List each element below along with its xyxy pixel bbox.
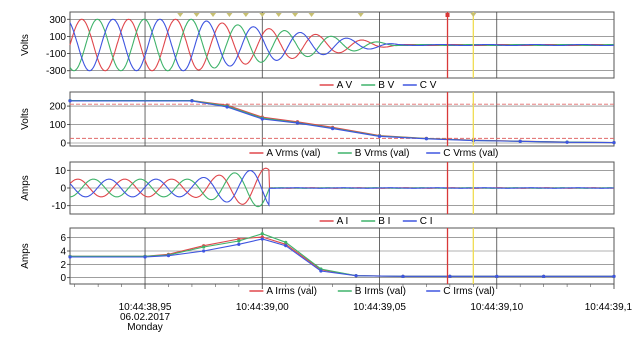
x-tick-label: 10:44:39,00 <box>236 302 289 313</box>
panel-1-ytick: 100 <box>49 32 66 43</box>
panel-4-ytick: 6 <box>60 233 66 244</box>
panel-2-ytick: 200 <box>49 102 66 113</box>
panel-2-point-c <box>295 121 300 125</box>
panel-2-point-c <box>190 99 194 103</box>
panel-1-ylabel: Volts <box>20 34 31 56</box>
legend-layer: A V B V C V A Vrms (val) B Vrms (val) C Vrms … <box>249 80 498 297</box>
panel-4-point-c <box>284 244 288 248</box>
panel-1-legend-label: A V <box>337 80 353 91</box>
panel-2-point-c <box>424 137 429 141</box>
panel-2-point-c <box>331 127 335 131</box>
panel-4-point-c <box>495 274 499 278</box>
panel-4-point-c <box>237 242 241 246</box>
panel-4-point-c <box>448 274 452 278</box>
panel-4-legend-label: B Irms (val) <box>355 286 406 297</box>
panel-4-point-c <box>166 254 171 258</box>
event-marker-icon <box>308 13 315 17</box>
panel-4-point-b <box>202 245 206 249</box>
panel-4-point-b <box>284 240 288 244</box>
x-tick-label: 06.02.2017 <box>120 312 170 323</box>
panel-3-legend-label: A I <box>337 216 349 227</box>
panel-4-ytick: 4 <box>60 247 66 258</box>
panel-2-point-c <box>612 141 616 145</box>
panel-4-point-c <box>260 237 264 241</box>
panel-1-legend-label: B V <box>378 80 394 91</box>
panel-4-point-c <box>202 249 206 253</box>
event-marker-icon <box>210 13 217 17</box>
panel-3-legend-label: C I <box>420 216 433 227</box>
event-marker-icon <box>275 13 282 17</box>
panel-4-point-c <box>68 255 72 259</box>
panel-4-legend-label: C Irms (val) <box>443 286 495 297</box>
cursor-yellow-handle <box>470 13 477 17</box>
event-marker-icon <box>193 13 200 17</box>
panel-4-ytick: 0 <box>60 273 66 284</box>
panel-3-series-c <box>69 169 614 207</box>
panel-4-point-c <box>143 255 147 259</box>
panel-1-ytick: -100 <box>46 49 66 60</box>
panel-1-series-c <box>69 18 614 72</box>
panel-3-ytick: -10 <box>52 201 67 212</box>
cursor-red-handle <box>445 13 450 17</box>
panel-4-point-c <box>354 274 358 278</box>
panel-2-ytick: 0 <box>60 139 66 150</box>
panel-4-point-b <box>260 232 264 236</box>
panel-4-series-c <box>70 238 614 277</box>
panel-4-point-c <box>401 274 405 278</box>
event-marker-icon <box>292 13 299 17</box>
panel-4-legend-label: A Irms (val) <box>266 286 317 297</box>
panel-2-point-c <box>260 117 264 121</box>
panel-2-point-c <box>225 105 229 109</box>
panel-2-legend-label: C Vrms (val) <box>443 148 498 159</box>
panel-2-ytick: 100 <box>49 120 66 131</box>
panel-4-ytick: 2 <box>60 260 66 271</box>
panel-2-point-c <box>565 140 569 144</box>
event-marker-icon <box>177 13 184 17</box>
panel-2-series-c <box>70 100 615 144</box>
panel-2-point-c <box>518 139 522 143</box>
panel-1-legend-label: C V <box>420 80 437 91</box>
panel-3-legend-label: B I <box>378 216 390 227</box>
panel-4-ylabel: Amps <box>20 243 31 269</box>
panel-1-ytick: 300 <box>49 15 66 26</box>
panel-2-legend-label: A Vrms (val) <box>266 148 320 159</box>
panel-3-ytick: 10 <box>55 166 67 177</box>
event-marker-icon <box>242 13 249 17</box>
panel-1-ytick: -300 <box>46 66 66 77</box>
event-marker-icon <box>259 13 266 17</box>
panel-4-point-b <box>237 239 241 243</box>
x-tick-label: 10:44:39,10 <box>470 302 523 313</box>
panel-2-point-c <box>68 99 72 103</box>
panel-3-ytick: 0 <box>60 184 66 195</box>
panel-2-point-c <box>377 134 382 138</box>
series-layer <box>68 18 616 278</box>
cursor-layer <box>177 12 477 284</box>
x-tick-label: Monday <box>127 322 163 333</box>
panel-4-point-c <box>612 274 616 278</box>
x-tick-label: 10:44:39,05 <box>353 302 406 313</box>
panel-4-point-c <box>319 269 323 273</box>
panel-2-ylabel: Volts <box>20 108 31 130</box>
x-tick-label: 10:44:38,95 <box>119 302 172 313</box>
event-marker-icon <box>226 13 233 17</box>
panel-2-legend-label: B Vrms (val) <box>355 148 410 159</box>
panel-4-point-c <box>542 274 546 278</box>
x-tick-label: 10:44:39,1 <box>585 302 633 313</box>
event-marker-icon <box>357 13 364 17</box>
panel-3-ylabel: Amps <box>20 175 31 201</box>
